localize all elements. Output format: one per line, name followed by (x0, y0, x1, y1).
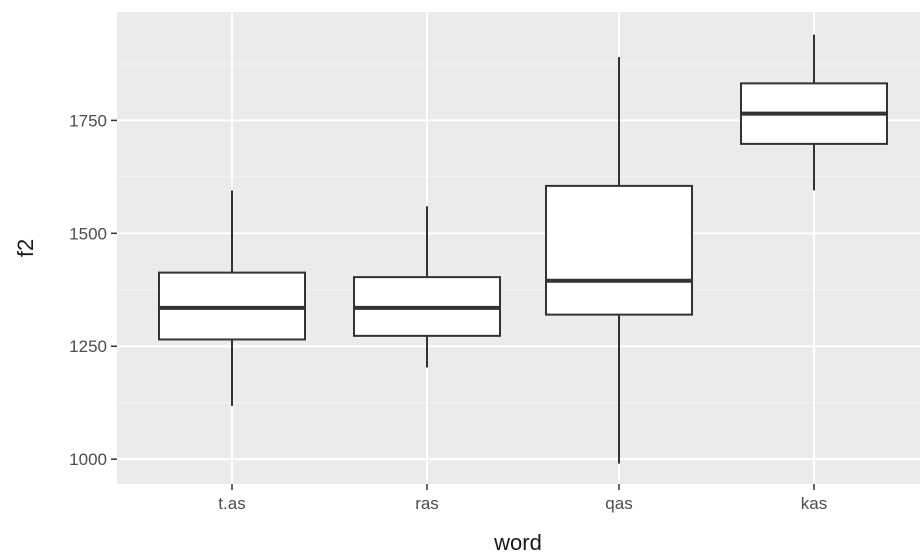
y-axis-title: f2 (13, 239, 38, 257)
y-tick-label: 1500 (69, 224, 107, 243)
x-tick-label: ras (415, 494, 439, 513)
box-series (158, 34, 888, 464)
y-axis: 1000 1250 1500 1750 (69, 111, 117, 469)
y-tick-label: 1000 (69, 450, 107, 469)
x-tick-label: t.as (218, 494, 245, 513)
x-axis-title: word (493, 530, 542, 555)
x-tick-label: kas (801, 494, 827, 513)
box-kas (740, 34, 888, 191)
iqr-box (545, 184, 693, 316)
x-axis: t.as ras qas kas (218, 484, 827, 513)
x-tick-label: qas (605, 494, 632, 513)
y-tick-label: 1750 (69, 111, 107, 130)
box-ras (353, 206, 501, 368)
y-tick-label: 1250 (69, 337, 107, 356)
box-t.as (158, 190, 306, 406)
box-qas (545, 57, 693, 464)
